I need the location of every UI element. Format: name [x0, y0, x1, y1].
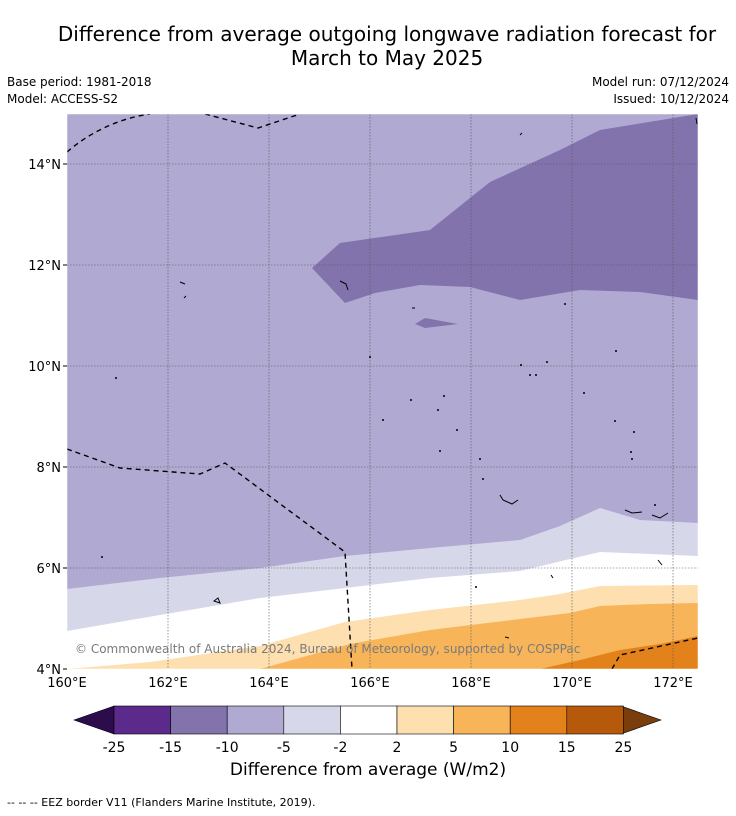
colorbar-segment — [509, 705, 568, 735]
map-area — [67, 114, 698, 669]
meta-left: Base period: 1981-2018 Model: ACCESS-S2 — [7, 74, 152, 108]
x-tick-label: 166°E — [350, 676, 390, 691]
meta-right: Model run: 07/12/2024 Issued: 10/12/2024 — [592, 74, 729, 108]
map-gridlines — [67, 114, 698, 669]
colorbar-title: Difference from average (W/m2) — [229, 760, 507, 780]
colorbar-segment — [340, 705, 398, 735]
x-axis: 160°E 162°E 164°E 166°E 168°E 170°E 172°… — [47, 676, 693, 691]
anomaly-region-minus15-minus10 — [312, 114, 698, 303]
x-tick-label: 172°E — [653, 676, 693, 691]
colorbar-low-extension — [73, 705, 115, 735]
map-frame — [66, 113, 699, 670]
copyright-notice: © Commonwealth of Australia 2024, Bureau… — [75, 642, 580, 656]
issued-date: Issued: 10/12/2024 — [613, 92, 729, 106]
colorbar-tick-label: -10 — [216, 740, 239, 756]
x-tick-label: 162°E — [148, 676, 188, 691]
base-period: Base period: 1981-2018 — [7, 75, 152, 89]
colorbar-tick-label: -2 — [333, 740, 347, 756]
eez-borders — [67, 114, 698, 669]
title-line-2: March to May 2025 — [290, 46, 484, 70]
y-tick-label: 14°N — [28, 158, 61, 173]
colorbar-tick-label: 25 — [614, 740, 632, 756]
colorbar: -25 -15 -10 -5 -2 2 5 10 15 25 — [73, 705, 662, 756]
colorbar-segment — [453, 705, 511, 735]
chart-title: Difference from average outgoing longwav… — [0, 22, 736, 70]
y-tick-label: 8°N — [37, 461, 62, 476]
anomaly-region-10-15 — [540, 636, 698, 669]
colorbar-tick-label: 15 — [558, 740, 576, 756]
model-name: Model: ACCESS-S2 — [7, 92, 119, 106]
x-tick-label: 160°E — [47, 676, 87, 691]
x-tick-label: 168°E — [451, 676, 491, 691]
island-dots — [101, 303, 656, 588]
colorbar-segment — [283, 705, 341, 735]
islands — [179, 117, 698, 639]
y-ticks — [63, 163, 67, 670]
colorbar-high-extension — [620, 705, 662, 735]
y-tick-label: 6°N — [37, 562, 62, 577]
title-line-1: Difference from average outgoing longwav… — [57, 22, 717, 46]
model-run: Model run: 07/12/2024 — [591, 75, 729, 89]
eez-legend-note: -- -- -- EEZ border V11 (Flanders Marine… — [7, 796, 316, 809]
colorbar-tick-label: 10 — [501, 740, 519, 756]
anomaly-region-5-10 — [260, 603, 698, 669]
x-tick-label: 164°E — [249, 676, 289, 691]
colorbar-tick-label: -15 — [159, 740, 182, 756]
colorbar-tick-label: 5 — [449, 740, 458, 756]
colorbar-tick-label: -5 — [277, 740, 291, 756]
colorbar-segment — [170, 705, 228, 735]
y-tick-label: 12°N — [28, 259, 61, 274]
y-tick-label: 10°N — [28, 360, 61, 375]
colorbar-tick-label: -25 — [103, 740, 126, 756]
colorbar-segment — [396, 705, 454, 735]
anomaly-patch-minus15-minus10 — [415, 318, 458, 328]
y-tick-label: 4°N — [37, 663, 62, 678]
colorbar-segment — [226, 705, 285, 735]
colorbar-tick-label: 2 — [393, 740, 402, 756]
colorbar-segment — [113, 705, 171, 735]
y-axis: 14°N 12°N 10°N 8°N 6°N 4°N — [28, 158, 61, 678]
colorbar-segment — [566, 705, 624, 735]
x-tick-label: 170°E — [552, 676, 592, 691]
